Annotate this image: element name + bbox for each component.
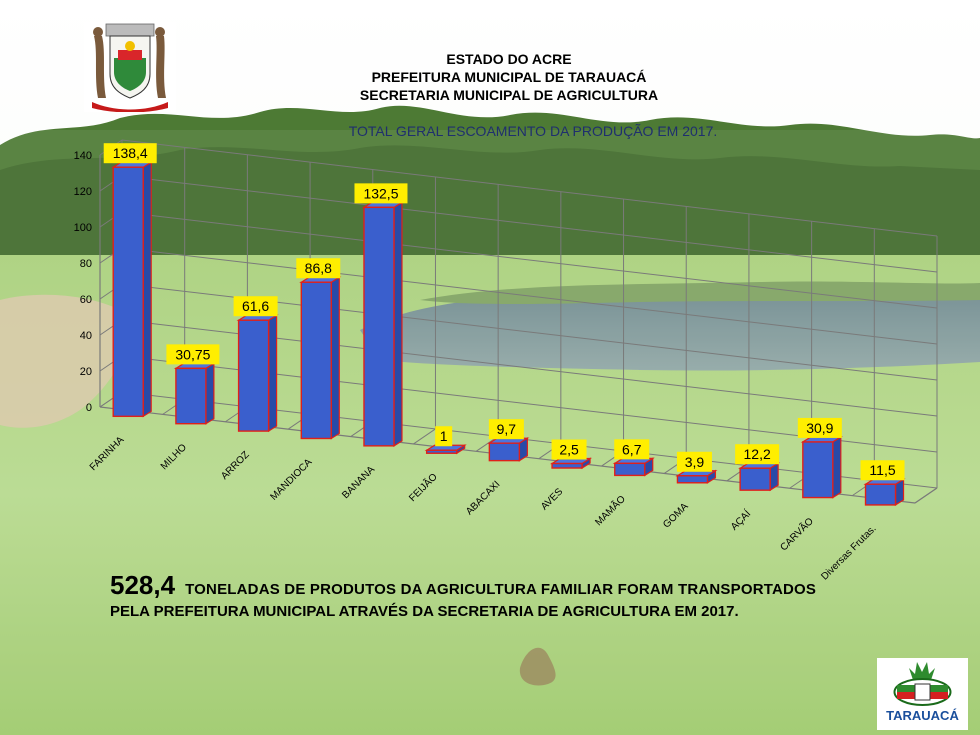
header-line-3: SECRETARIA MUNICIPAL DE AGRICULTURA bbox=[359, 87, 659, 103]
tarauaca-logo-icon: TARAUACÁ bbox=[877, 658, 968, 730]
bar bbox=[175, 367, 207, 425]
bar bbox=[112, 166, 144, 418]
bar bbox=[614, 462, 646, 477]
header-line-2: PREFEITURA MUNICIPAL DE TARAUACÁ bbox=[371, 69, 647, 85]
data-label-bg bbox=[296, 258, 341, 279]
y-tick-label: 60 bbox=[80, 294, 92, 306]
data-label-bg bbox=[676, 451, 712, 472]
gridline-horizontal bbox=[121, 211, 938, 309]
summary-text: 528,4 TONELADAS DE PRODUTOS DA AGRICULTUR… bbox=[110, 570, 930, 620]
chart-title: TOTAL GERAL ESCOAMENTO DA PRODUÇÃO EM 20… bbox=[348, 123, 718, 139]
gridline-horizontal bbox=[121, 175, 938, 273]
data-label-bg bbox=[797, 417, 842, 438]
y-tick-label: 0 bbox=[86, 402, 92, 414]
data-label-bg bbox=[614, 439, 650, 460]
y-tick-label: 100 bbox=[74, 222, 92, 234]
data-label: 11,5 bbox=[869, 462, 895, 478]
bar bbox=[488, 442, 521, 462]
summary-line-1: TONELADAS DE PRODUTOS DA AGRICULTURA FAM… bbox=[185, 581, 817, 598]
data-label-bg bbox=[735, 444, 780, 465]
bar-side bbox=[142, 161, 152, 418]
floor-right-edge bbox=[914, 487, 938, 504]
bar bbox=[237, 319, 270, 432]
data-label: 9,7 bbox=[497, 421, 517, 437]
page-header: ESTADO DO ACRE PREFEITURA MUNICIPAL DE T… bbox=[0, 50, 980, 104]
data-label: 132,5 bbox=[363, 185, 398, 201]
bar-side bbox=[205, 362, 215, 425]
bar bbox=[300, 281, 332, 440]
bar bbox=[551, 462, 583, 469]
tarauaca-logo: TARAUACÁ bbox=[877, 658, 968, 730]
bar bbox=[864, 483, 897, 506]
data-label-bg bbox=[166, 344, 220, 365]
summary-total: 528,4 bbox=[110, 570, 176, 600]
bar bbox=[363, 206, 395, 447]
data-label: 6,7 bbox=[622, 441, 642, 457]
gridline-horizontal bbox=[121, 247, 938, 345]
data-label: 138,4 bbox=[113, 145, 148, 161]
data-label-bg bbox=[551, 439, 587, 460]
data-label: 30,75 bbox=[175, 346, 210, 362]
gridline-floor bbox=[413, 428, 436, 445]
y-tick-label: 40 bbox=[80, 330, 92, 342]
data-label-bg bbox=[488, 419, 524, 440]
y-tick-label: 140 bbox=[74, 150, 92, 162]
data-label: 3,9 bbox=[685, 454, 705, 470]
municipal-crest-icon bbox=[84, 22, 176, 112]
data-label: 86,8 bbox=[305, 260, 332, 276]
y-tick-label: 20 bbox=[80, 366, 92, 378]
data-label: 2,5 bbox=[559, 442, 579, 458]
data-label: 12,2 bbox=[744, 446, 771, 462]
bar-side bbox=[832, 435, 842, 499]
summary-line-2: PELA PREFEITURA MUNICIPAL ATRAVÉS DA SEC… bbox=[110, 603, 739, 620]
data-label: 1 bbox=[440, 428, 448, 444]
bar-side bbox=[267, 314, 278, 433]
gridline-horizontal bbox=[121, 139, 938, 237]
y-tick-label: 120 bbox=[74, 186, 92, 198]
header-line-1: ESTADO DO ACRE bbox=[446, 51, 572, 67]
bar-side bbox=[393, 201, 403, 447]
bar-side bbox=[330, 276, 340, 440]
bar bbox=[676, 475, 709, 484]
bar bbox=[425, 449, 458, 454]
y-tick-label: 80 bbox=[80, 258, 92, 270]
data-label-bg bbox=[435, 426, 453, 447]
data-label: 61,6 bbox=[242, 298, 269, 314]
data-label-bg bbox=[103, 143, 157, 164]
logo-wordmark: TARAUACÁ bbox=[886, 708, 959, 723]
bar bbox=[802, 441, 834, 499]
bar bbox=[739, 467, 771, 491]
data-label-bg bbox=[860, 460, 905, 481]
data-label-bg bbox=[354, 183, 408, 204]
data-label-bg bbox=[233, 296, 278, 317]
data-label: 30,9 bbox=[806, 420, 833, 436]
